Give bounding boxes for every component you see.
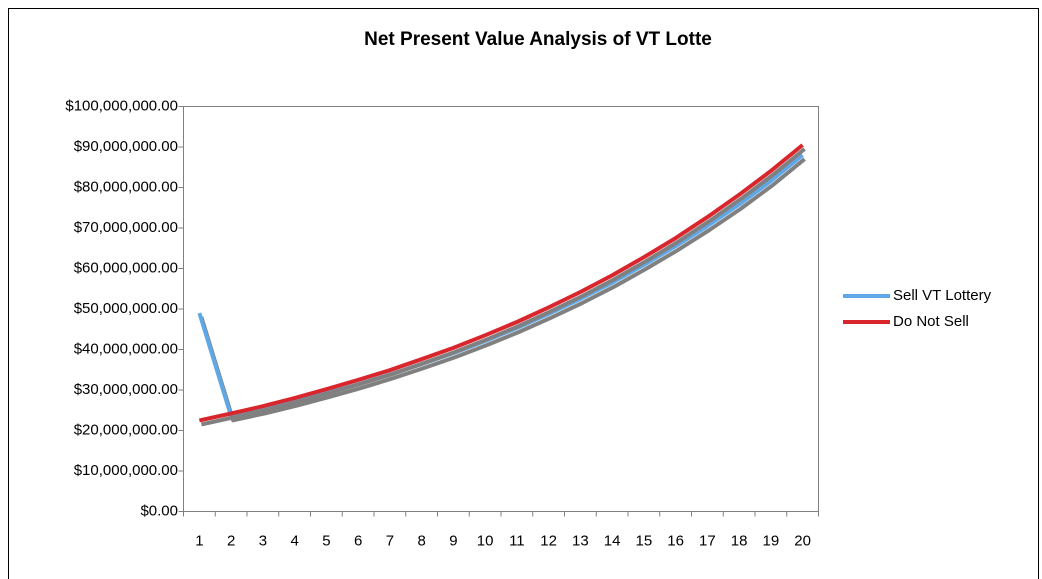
x-tick-label: 3 <box>259 532 267 549</box>
x-tick-label: 2 <box>227 532 235 549</box>
legend-label: Sell VT Lottery <box>893 287 992 304</box>
x-tick-label: 17 <box>699 532 716 549</box>
y-tick-label: $70,000,000.00 <box>74 219 178 236</box>
y-tick-label: $50,000,000.00 <box>74 300 178 317</box>
chart-title: Net Present Value Analysis of VT Lotte <box>364 29 712 50</box>
x-tick-label: 11 <box>509 532 525 549</box>
line-shadow <box>199 157 806 423</box>
y-tick-label: $10,000,000.00 <box>74 462 178 479</box>
line-shadow <box>200 147 806 427</box>
x-tick-label: 14 <box>604 532 621 549</box>
x-tick-label: 15 <box>636 532 653 549</box>
x-tick-label: 13 <box>572 532 589 549</box>
x-tick-label: 20 <box>794 532 811 549</box>
x-tick-label: 18 <box>731 532 748 549</box>
legend-label: Do Not Sell <box>893 313 969 330</box>
x-tick-label: 19 <box>763 532 780 549</box>
y-tick-label: $0.00 <box>140 502 178 519</box>
series-line <box>198 143 804 423</box>
y-tick-label: $30,000,000.00 <box>74 381 178 398</box>
plot-area <box>183 106 819 512</box>
x-tick-label: 12 <box>540 532 557 549</box>
x-tick-label: 4 <box>290 532 298 549</box>
x-tick-label: 5 <box>322 532 330 549</box>
x-tick-label: 16 <box>667 532 684 549</box>
y-tick-label: $100,000,000.00 <box>65 97 178 114</box>
x-tick-label: 6 <box>354 532 362 549</box>
x-tick-label: 8 <box>417 532 425 549</box>
y-tick-label: $90,000,000.00 <box>74 138 178 155</box>
y-tick-label: $20,000,000.00 <box>74 421 178 438</box>
y-tick-label: $80,000,000.00 <box>74 178 178 195</box>
x-tick-label: 10 <box>477 532 494 549</box>
y-tick-label: $40,000,000.00 <box>74 340 178 357</box>
x-tick-label: 7 <box>386 532 394 549</box>
x-tick-label: 1 <box>195 532 203 549</box>
y-tick-label: $60,000,000.00 <box>74 259 178 276</box>
x-tick-label: 9 <box>449 532 457 549</box>
